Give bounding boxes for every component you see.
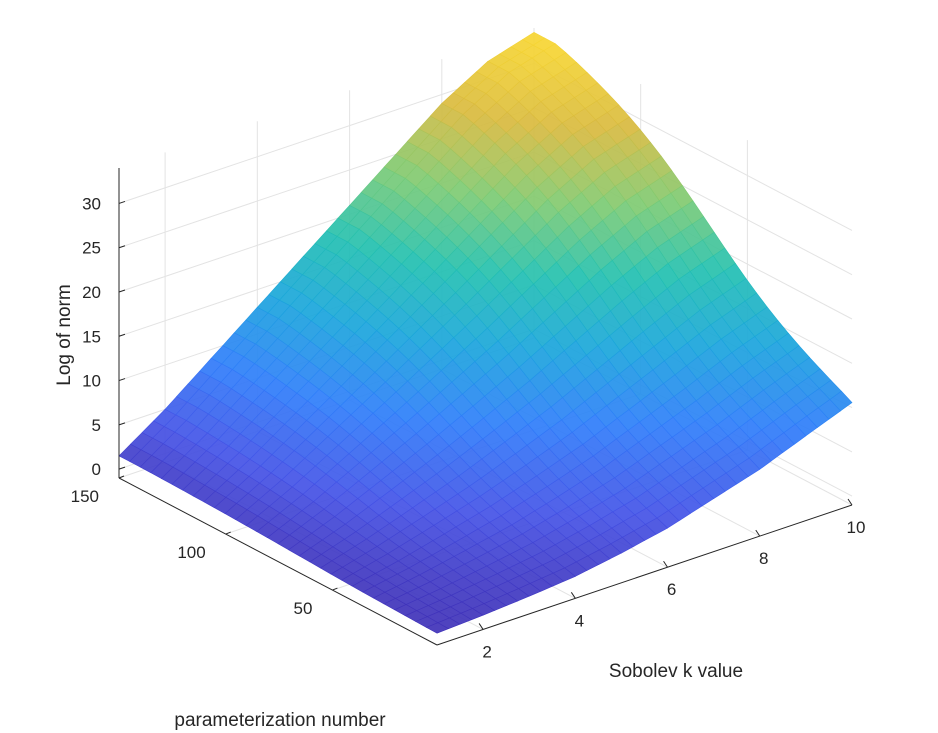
x-tick-mark: [663, 560, 668, 568]
z-tick-label: 10: [82, 372, 101, 391]
x-tick-label: 6: [667, 580, 676, 599]
z-tick-label: 5: [92, 416, 101, 435]
x-tick-mark: [478, 623, 484, 630]
z-tick-mark: [118, 245, 126, 249]
x-axis-line: [436, 504, 853, 646]
x-tick-label: 2: [482, 642, 491, 661]
z-tick-label: 15: [82, 327, 101, 346]
surface-plot: [118, 32, 853, 634]
x-tick-mark: [847, 498, 853, 506]
z-tick-mark: [118, 466, 126, 470]
tick-labels: 2 4 6 8 10 50 100 150 0 5 10 15 20 25 30: [71, 194, 866, 661]
y-axis-label: parameterization number: [174, 710, 386, 731]
surface-patch: [425, 622, 450, 634]
y-tick-label: 150: [71, 487, 99, 506]
y-tick-label: 100: [177, 543, 205, 562]
z-tick-label: 30: [82, 194, 101, 213]
z-tick-mark: [118, 289, 126, 293]
z-tick-mark: [118, 333, 126, 337]
z-tick-mark: [118, 422, 126, 426]
x-tick-mark: [755, 529, 761, 537]
z-tick-label: 25: [82, 239, 101, 258]
y-axis-line: [118, 477, 438, 646]
y-tick-mark: [118, 475, 125, 479]
x-tick-label: 8: [759, 549, 768, 568]
y-tick-mark: [332, 587, 338, 591]
x-tick-label: 10: [847, 518, 866, 537]
x-tick-label: 4: [575, 611, 584, 630]
x-tick-mark: [570, 592, 576, 599]
z-axis-label: Log of norm: [54, 284, 75, 385]
y-tick-mark: [225, 531, 231, 535]
y-tick-label: 50: [294, 599, 313, 618]
z-tick-mark: [118, 378, 126, 382]
z-tick-mark: [118, 200, 126, 204]
axes: [118, 168, 853, 646]
z-tick-label: 0: [92, 460, 101, 479]
z-tick-label: 20: [82, 283, 101, 302]
x-axis-label: Sobolev k value: [609, 661, 743, 682]
